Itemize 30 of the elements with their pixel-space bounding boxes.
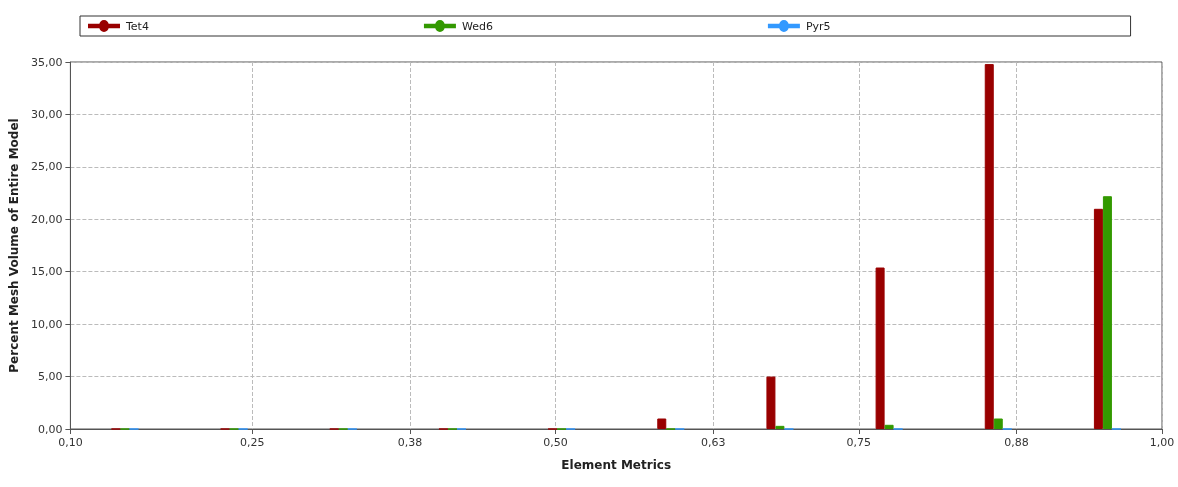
x-tick-label: 0,63 [700,436,726,449]
bar [884,424,894,429]
bar [875,267,885,429]
y-tick-label: 20,00 [30,212,63,226]
x-tick-label: 1,00 [1149,436,1175,449]
x-tick-label: 0,50 [543,436,568,449]
x-tick-label: 0,25 [240,436,265,449]
legend-label: Pyr5 [805,19,831,33]
y-tick-label: 25,00 [30,160,63,174]
y-tick-label: 15,00 [30,265,63,279]
y-tick-label: 10,00 [30,317,63,331]
x-axis-title: Element Metrics [561,458,672,472]
y-axis-title: Percent Mesh Volume of Entire Model [7,118,21,373]
bar [775,425,785,429]
bar [1093,208,1103,429]
legend-label: Tet4 [125,19,149,33]
y-tick-label: 30,00 [30,107,63,121]
bar [993,418,1003,429]
x-tick-label: 0,38 [397,436,423,449]
x-tick-label: 0,75 [846,436,872,449]
bar [766,376,776,429]
bar [984,64,994,429]
legend-label: Wed6 [461,19,493,33]
y-tick-label: 35,00 [30,55,63,69]
bar [1102,196,1112,429]
y-tick-label: 0,00 [37,422,63,436]
x-tick-label: 0,88 [1004,436,1029,449]
x-tick-label: 0,10 [58,436,83,449]
y-tick-label: 5,00 [37,370,63,384]
bar [657,418,667,429]
